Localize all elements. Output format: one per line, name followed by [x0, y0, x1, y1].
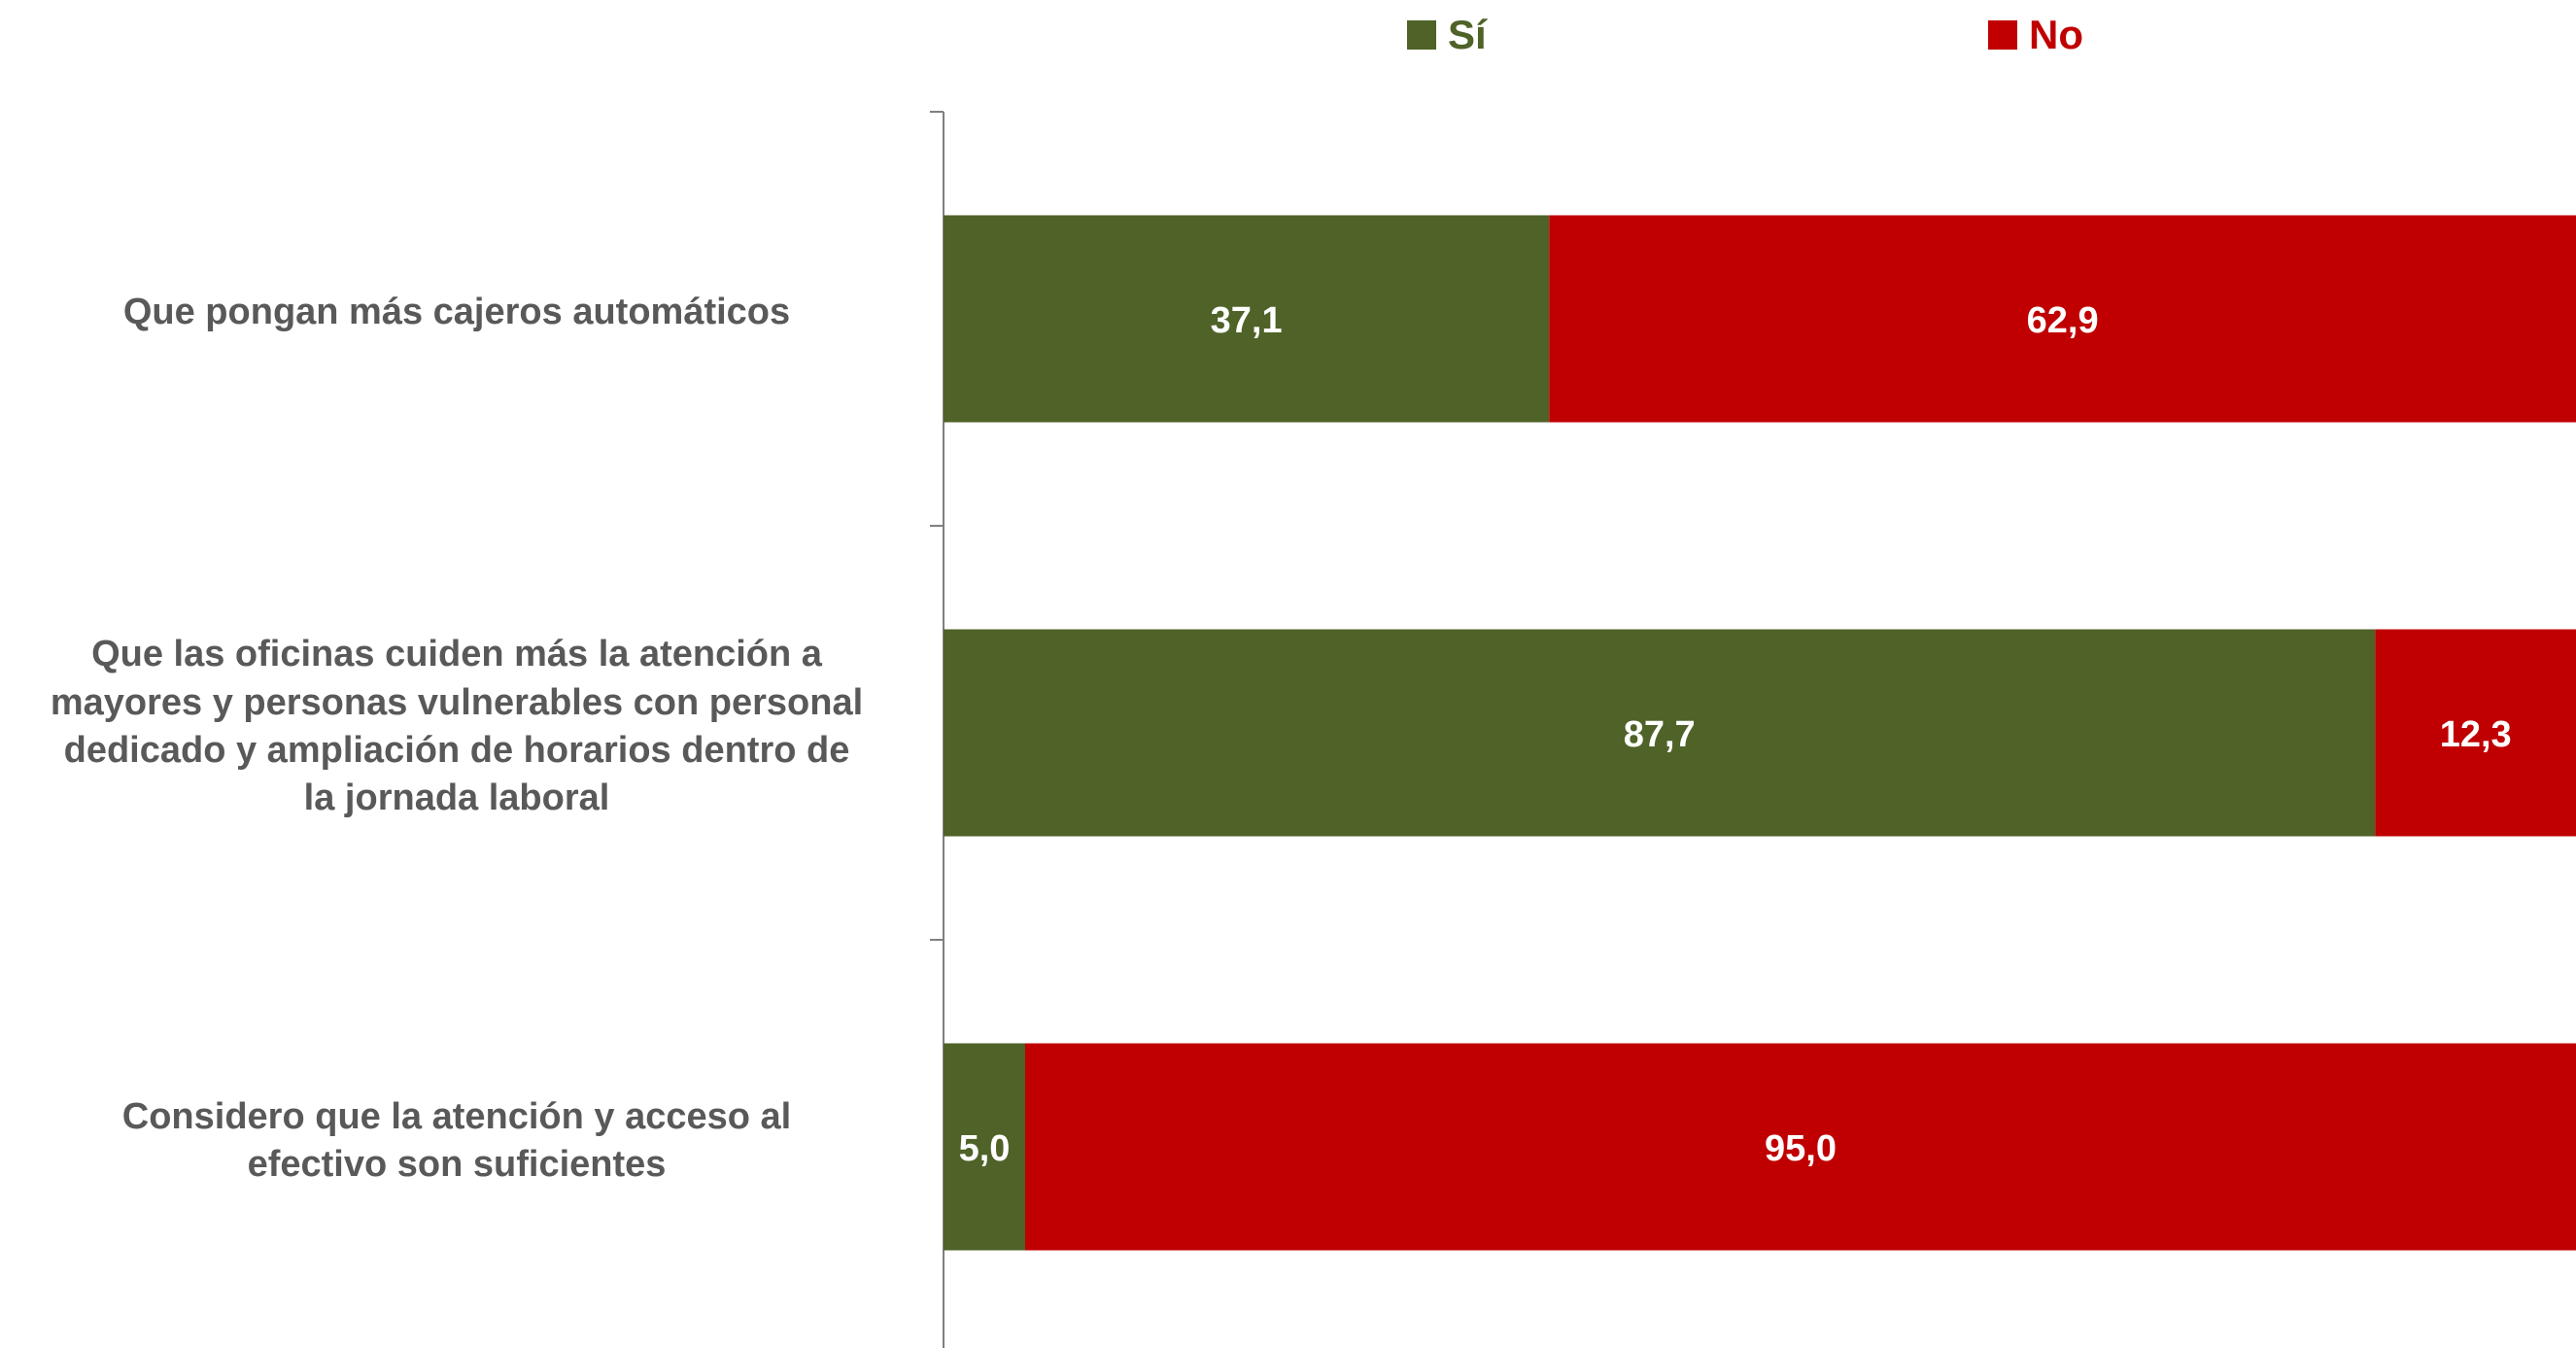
legend-item-no: No — [1988, 6, 2083, 64]
category-label-line: dedicado y ampliación de horarios dentro… — [63, 729, 850, 771]
data-label-si-0: 37,1 — [1211, 300, 1283, 341]
legend-label-si: Sí — [1448, 12, 1487, 57]
category-label-line: Que pongan más cajeros automáticos — [122, 292, 791, 333]
category-label-line: efectivo son suficientes — [247, 1143, 667, 1185]
bar-no-1 — [2375, 629, 2576, 837]
data-label-si-1: 87,7 — [1624, 714, 1696, 755]
bar-si-1 — [944, 629, 2376, 837]
bar-si-2 — [944, 1043, 1025, 1251]
legend-swatch-no — [1988, 20, 2017, 50]
data-label-no-1: 12,3 — [2440, 714, 2512, 755]
category-label-1: Que las oficinas cuiden más la atención … — [10, 631, 904, 823]
legend-label-no: No — [2029, 12, 2083, 57]
category-label-line: Que las oficinas cuiden más la atención … — [91, 634, 822, 675]
legend-item-si: Sí — [1407, 6, 1487, 64]
data-label-si-2: 5,0 — [959, 1128, 1011, 1169]
bar-no-0 — [1549, 215, 2576, 423]
category-label-line: Considero que la atención y acceso al — [121, 1095, 792, 1137]
data-label-no-0: 62,9 — [2027, 300, 2099, 341]
legend-swatch-si — [1407, 20, 1436, 50]
category-label-line: mayores y personas vulnerables con perso… — [50, 681, 864, 723]
category-label-line: la jornada laboral — [303, 778, 610, 819]
bar-si-0 — [944, 215, 1550, 423]
category-label-2: Considero que la atención y acceso al efe… — [10, 1093, 904, 1190]
bar-no-2 — [1025, 1043, 2576, 1251]
category-label-0: Que pongan más cajeros automáticos — [10, 289, 904, 336]
data-label-no-2: 95,0 — [1765, 1128, 1837, 1169]
